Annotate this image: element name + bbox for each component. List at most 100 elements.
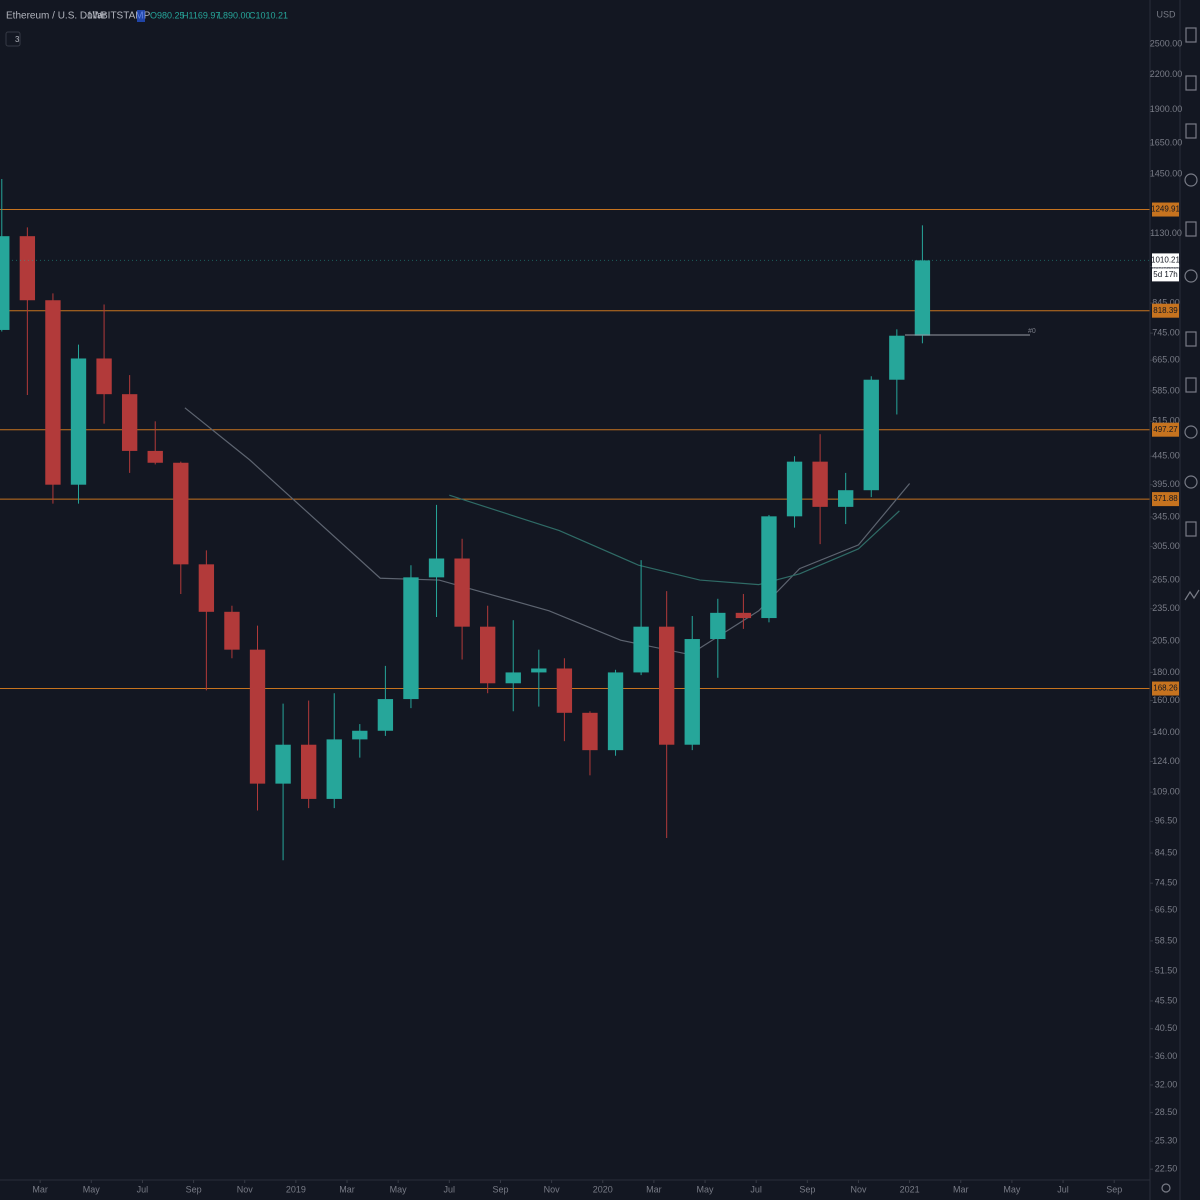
- candle-body: [505, 672, 521, 684]
- candle-body: [812, 461, 828, 507]
- y-tick-label: 745.00: [1152, 328, 1180, 338]
- y-tick-label: 845.00: [1152, 297, 1180, 307]
- candle-body: [582, 712, 598, 751]
- x-tick-label: Mar: [339, 1184, 355, 1194]
- y-tick-label: 109.00: [1152, 787, 1180, 797]
- candle-body: [761, 516, 777, 619]
- y-tick-label: 445.00: [1152, 451, 1180, 461]
- candle-body: [454, 558, 470, 627]
- icon-data[interactable]: [1185, 123, 1197, 139]
- x-tick-label: May: [390, 1184, 408, 1194]
- candle-body: [633, 626, 649, 673]
- y-tick-label: 160.00: [1152, 695, 1180, 705]
- moving-average: [449, 494, 900, 586]
- ohlc-high: H1169.97: [182, 10, 220, 20]
- x-tick-label: Jul: [137, 1184, 149, 1194]
- level-tag: [1152, 422, 1179, 437]
- y-tick-label: 1900.00: [1150, 104, 1183, 114]
- level-label: 168.26: [1153, 684, 1178, 693]
- y-tick-label: 265.00: [1152, 574, 1180, 584]
- x-tick-label: Mar: [953, 1184, 969, 1194]
- candle-body: [531, 668, 547, 673]
- y-tick-label: 36.00: [1155, 1051, 1178, 1061]
- y-tick-label: 58.50: [1155, 935, 1178, 945]
- ohlc-open: O980.25: [150, 10, 185, 20]
- icon-calendar[interactable]: [1185, 221, 1197, 237]
- icon-notifications[interactable]: [1184, 425, 1198, 439]
- x-tick-label: May: [83, 1184, 101, 1194]
- candle-body: [889, 335, 905, 380]
- icon-trading[interactable]: [1184, 589, 1200, 601]
- collapse-button[interactable]: [5, 31, 21, 47]
- y-tick-label: 345.00: [1152, 511, 1180, 521]
- y-tick-label: 140.00: [1152, 727, 1180, 737]
- level-label: 818.39: [1153, 306, 1178, 315]
- y-tick-label: 585.00: [1152, 385, 1180, 395]
- candle-body: [300, 744, 317, 799]
- symbol-flag: [137, 10, 145, 22]
- last-price-label: 1010.21: [1151, 256, 1180, 265]
- y-tick-label: 2200.00: [1150, 69, 1183, 79]
- candle-body: [352, 730, 368, 740]
- candle-body: [377, 699, 394, 731]
- candle-body: [479, 626, 496, 684]
- y-tick-label: 84.50: [1155, 847, 1178, 857]
- y-tick-label: 96.50: [1155, 816, 1178, 826]
- icon-help[interactable]: [1185, 521, 1197, 537]
- candle-body: [198, 564, 215, 612]
- icon-hotlist[interactable]: [1184, 173, 1198, 187]
- y-tick-label: 205.00: [1152, 636, 1180, 646]
- x-tick-label: Jul: [750, 1184, 762, 1194]
- x-tick-label: Nov: [237, 1184, 254, 1194]
- x-tick-label: Sep: [186, 1184, 202, 1194]
- x-tick-label: 2021: [900, 1184, 920, 1194]
- x-tick-label: Sep: [799, 1184, 815, 1194]
- currency: USD: [1156, 9, 1176, 19]
- x-tick-label: Jul: [1057, 1184, 1069, 1194]
- icon-alerts[interactable]: [1185, 75, 1197, 91]
- candle-body: [326, 739, 342, 799]
- candle-body: [735, 612, 752, 619]
- x-tick-label: 2019: [286, 1184, 306, 1194]
- candle-body: [275, 744, 291, 784]
- candle-body: [863, 379, 879, 491]
- x-tick-label: Nov: [544, 1184, 561, 1194]
- candle-body: [914, 260, 931, 336]
- candle-body: [684, 639, 700, 745]
- x-tick-label: Nov: [850, 1184, 867, 1194]
- last-price-tag: [1152, 253, 1179, 268]
- icon-chat[interactable]: [1185, 331, 1197, 347]
- x-tick-label: Mar: [32, 1184, 48, 1194]
- y-tick-label: 32.00: [1155, 1079, 1178, 1089]
- x-tick-label: Sep: [492, 1184, 508, 1194]
- indicator-count: 3: [15, 35, 20, 44]
- x-tick-label: May: [1003, 1184, 1021, 1194]
- y-tick-label: 51.50: [1155, 966, 1178, 976]
- candle-body: [0, 236, 10, 330]
- candle-body: [147, 450, 163, 463]
- candle-body: [838, 490, 854, 507]
- candle-body: [607, 672, 624, 751]
- icon-ideas[interactable]: [1184, 269, 1198, 283]
- icon-settings[interactable]: [1161, 1183, 1171, 1193]
- candle-body: [19, 236, 36, 301]
- y-tick-label: 395.00: [1152, 479, 1180, 489]
- exchange: BITSTAMP: [101, 11, 151, 22]
- y-tick-label: 1450.00: [1150, 168, 1183, 178]
- y-tick-label: 22.50: [1155, 1164, 1178, 1174]
- icon-calls[interactable]: [1184, 475, 1198, 489]
- icon-streams[interactable]: [1185, 377, 1197, 393]
- countdown-tag: [1152, 268, 1179, 282]
- y-tick-label: 40.50: [1155, 1023, 1178, 1033]
- icon-watchlist[interactable]: [1185, 27, 1197, 43]
- countdown-label: 5d 17h: [1153, 270, 1177, 279]
- x-tick-label: 2020: [593, 1184, 613, 1194]
- y-tick-label: 28.50: [1155, 1107, 1178, 1117]
- plot-area: #0: [0, 179, 1150, 861]
- level-tag: [1152, 492, 1179, 507]
- candle-body: [786, 461, 803, 517]
- y-tick-label: 1650.00: [1150, 138, 1183, 148]
- y-tick-label: 66.50: [1155, 905, 1178, 915]
- candle-body: [224, 611, 240, 650]
